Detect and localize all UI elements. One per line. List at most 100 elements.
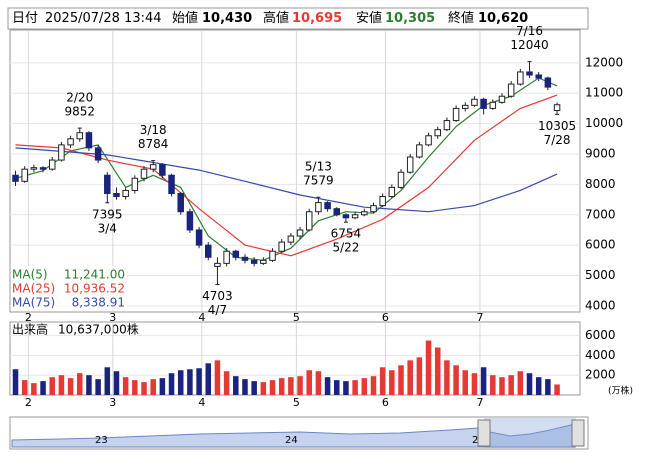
volume-unit: (万株) [608,385,633,397]
candle-body [489,101,497,109]
volume-bar [177,370,184,395]
volume-bar [168,373,175,395]
candle-body [186,211,194,231]
volume-bar [40,381,46,395]
volume-bar [278,378,285,395]
volume-bar [58,375,65,395]
annotation-date: 3/4 [98,221,117,235]
date-label: 日付 [12,11,38,26]
volume-bar [260,382,267,395]
candle-body [480,98,487,109]
volume-bar [251,381,257,395]
legend-name: MA(5) [12,268,48,282]
y-tick-label: 9000 [585,146,616,160]
volume-bar [113,371,120,395]
candle-body [526,71,533,76]
x-tick-label: 3 [109,396,116,409]
annotation-value: 4703 [202,289,233,303]
volume-bar [334,380,340,395]
candle-body [544,77,552,88]
y-tick-label: 12000 [585,55,623,69]
candle-body [131,177,139,191]
candle-body [195,229,203,246]
navigator-area [11,423,576,448]
high: 10,695 [292,11,342,26]
x-tick-label: 3 [109,311,116,324]
candle-body [223,250,230,264]
candle-body [214,262,221,267]
navigator-label: 24 [285,435,298,446]
x-tick-label: 5 [293,311,300,324]
candle-body [296,229,304,237]
volume-bar [462,370,469,395]
high-label: 高値 [263,10,289,26]
navigator-handle-right[interactable] [571,419,585,447]
annotation-date: 4/7 [208,303,227,317]
volume-bar [352,380,358,395]
volume-bar [67,378,74,395]
volume-tick-label: 6000 [585,328,616,342]
volume-bar [205,363,212,395]
volume-bar [77,373,83,395]
volume-bar [132,380,138,395]
y-tick-label: 6000 [585,238,616,252]
candle-body [94,147,102,161]
volume-bar [499,377,505,395]
candle-body [104,174,111,194]
legend-value: 11,241.00 [64,268,125,282]
candle-body [498,95,506,103]
volume-bar [361,378,368,395]
legend-name: MA(25) [12,282,55,296]
volume-bar [242,379,248,395]
candle-body [177,192,184,213]
candle-body [48,159,56,170]
volume-bar [389,370,395,395]
candle-body [30,167,38,170]
volume-bar [453,365,459,395]
candle-body [122,189,129,198]
volume-bar [508,375,514,395]
x-tick-label: 2 [25,311,32,324]
volume-bar [324,377,331,395]
y-tick-label: 11000 [585,86,623,100]
volume-bar [398,365,404,395]
candle-body [85,132,93,149]
legend-name: MA(75) [12,296,55,310]
annotation-value: 10305 [538,119,576,133]
annotation-date: 7/16 [516,24,543,38]
candle-body [333,208,341,216]
candle-body [159,164,166,176]
y-tick-label: 10000 [585,116,623,130]
annotation-value: 6754 [331,227,362,241]
candle-body [397,171,405,188]
close: 10,620 [478,11,528,26]
volume-bar [122,377,129,395]
navigator-handle-left[interactable] [477,419,491,447]
candle-body [471,98,478,106]
volume-bar [12,369,19,395]
x-tick-label: 4 [198,396,205,409]
candle-body [12,174,19,182]
candle-body [462,104,469,109]
candle-body [269,250,276,261]
annotation-value: 8784 [138,137,169,151]
volume-bar [95,379,101,395]
candle-body [315,202,322,213]
candle-body [58,144,65,161]
x-tick-label: 2 [25,396,32,409]
candle-body [113,192,120,198]
legend-value: 8,338.91 [72,296,125,310]
candle-body [553,104,561,112]
volume-bar [517,371,524,395]
volume-bar [407,360,413,395]
annotation-date: 5/22 [332,241,359,255]
navigator-window[interactable] [484,418,576,448]
candle-body [140,168,148,179]
volume-bar [444,360,450,395]
candle-body [507,83,515,97]
annotation-date: 3/18 [140,123,167,137]
header-box [7,7,589,30]
volume-bar [315,371,322,395]
annotation-value: 9852 [64,105,95,119]
candle-body [205,244,212,258]
